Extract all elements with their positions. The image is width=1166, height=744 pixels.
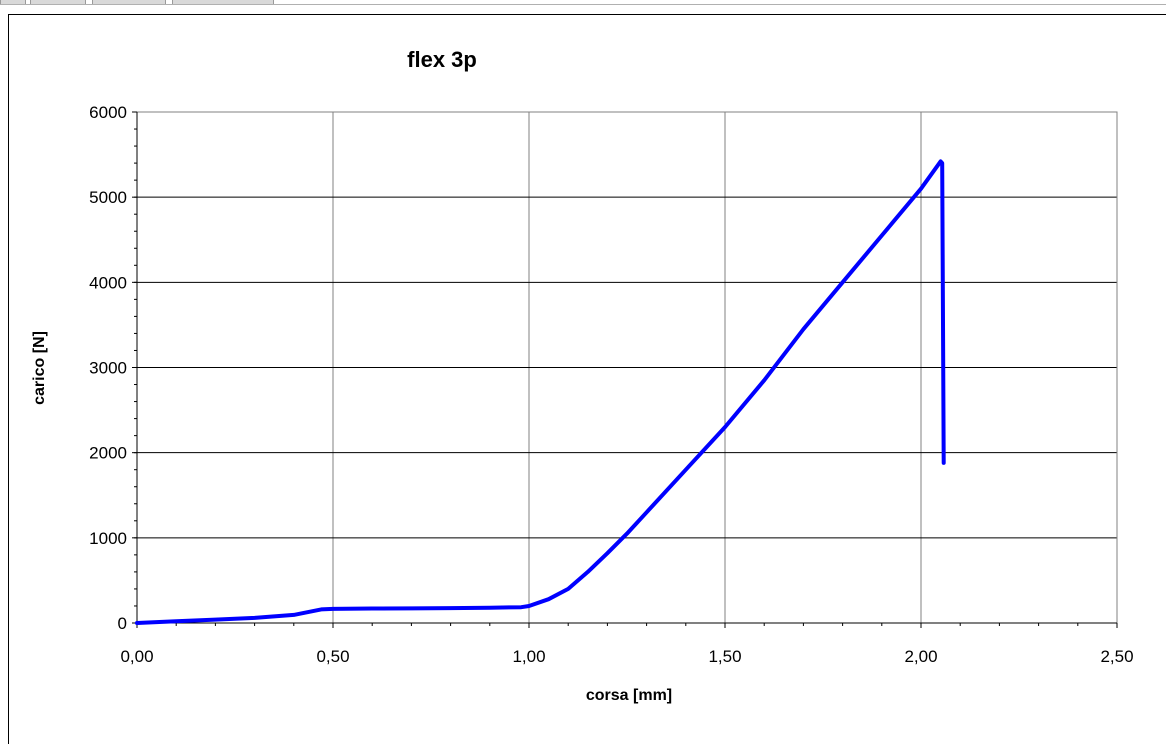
chart-grid — [137, 111, 1117, 623]
x-tick-label: 0,00 — [120, 647, 153, 666]
y-tick-label: 3000 — [89, 359, 127, 378]
chart-frame — [8, 14, 1166, 744]
x-axis-label: corsa [mm] — [586, 687, 672, 704]
x-tick-label: 2,50 — [1100, 647, 1133, 666]
top-divider — [0, 4, 1166, 5]
chart-title: flex 3p — [407, 47, 477, 72]
chart-ticks — [132, 111, 1118, 628]
y-tick-label: 6000 — [89, 103, 127, 122]
series-line — [135, 159, 946, 625]
chart-tick-labels: 0,00 0,50 1,00 1,50 2,00 2,50 0 1000 2000 3000 400… — [89, 103, 1133, 666]
x-tick-label: 1,50 — [708, 647, 741, 666]
chart-series — [135, 159, 946, 625]
x-tick-label: 0,50 — [316, 647, 349, 666]
y-tick-label: 4000 — [89, 273, 127, 292]
y-tick-label: 5000 — [89, 188, 127, 207]
y-axis-label: carico [N] — [31, 331, 48, 405]
x-tick-label: 1,00 — [512, 647, 545, 666]
y-tick-label: 2000 — [89, 444, 127, 463]
x-tick-label: 2,00 — [904, 647, 937, 666]
y-tick-label: 0 — [118, 614, 127, 633]
y-tick-label: 1000 — [89, 529, 127, 548]
